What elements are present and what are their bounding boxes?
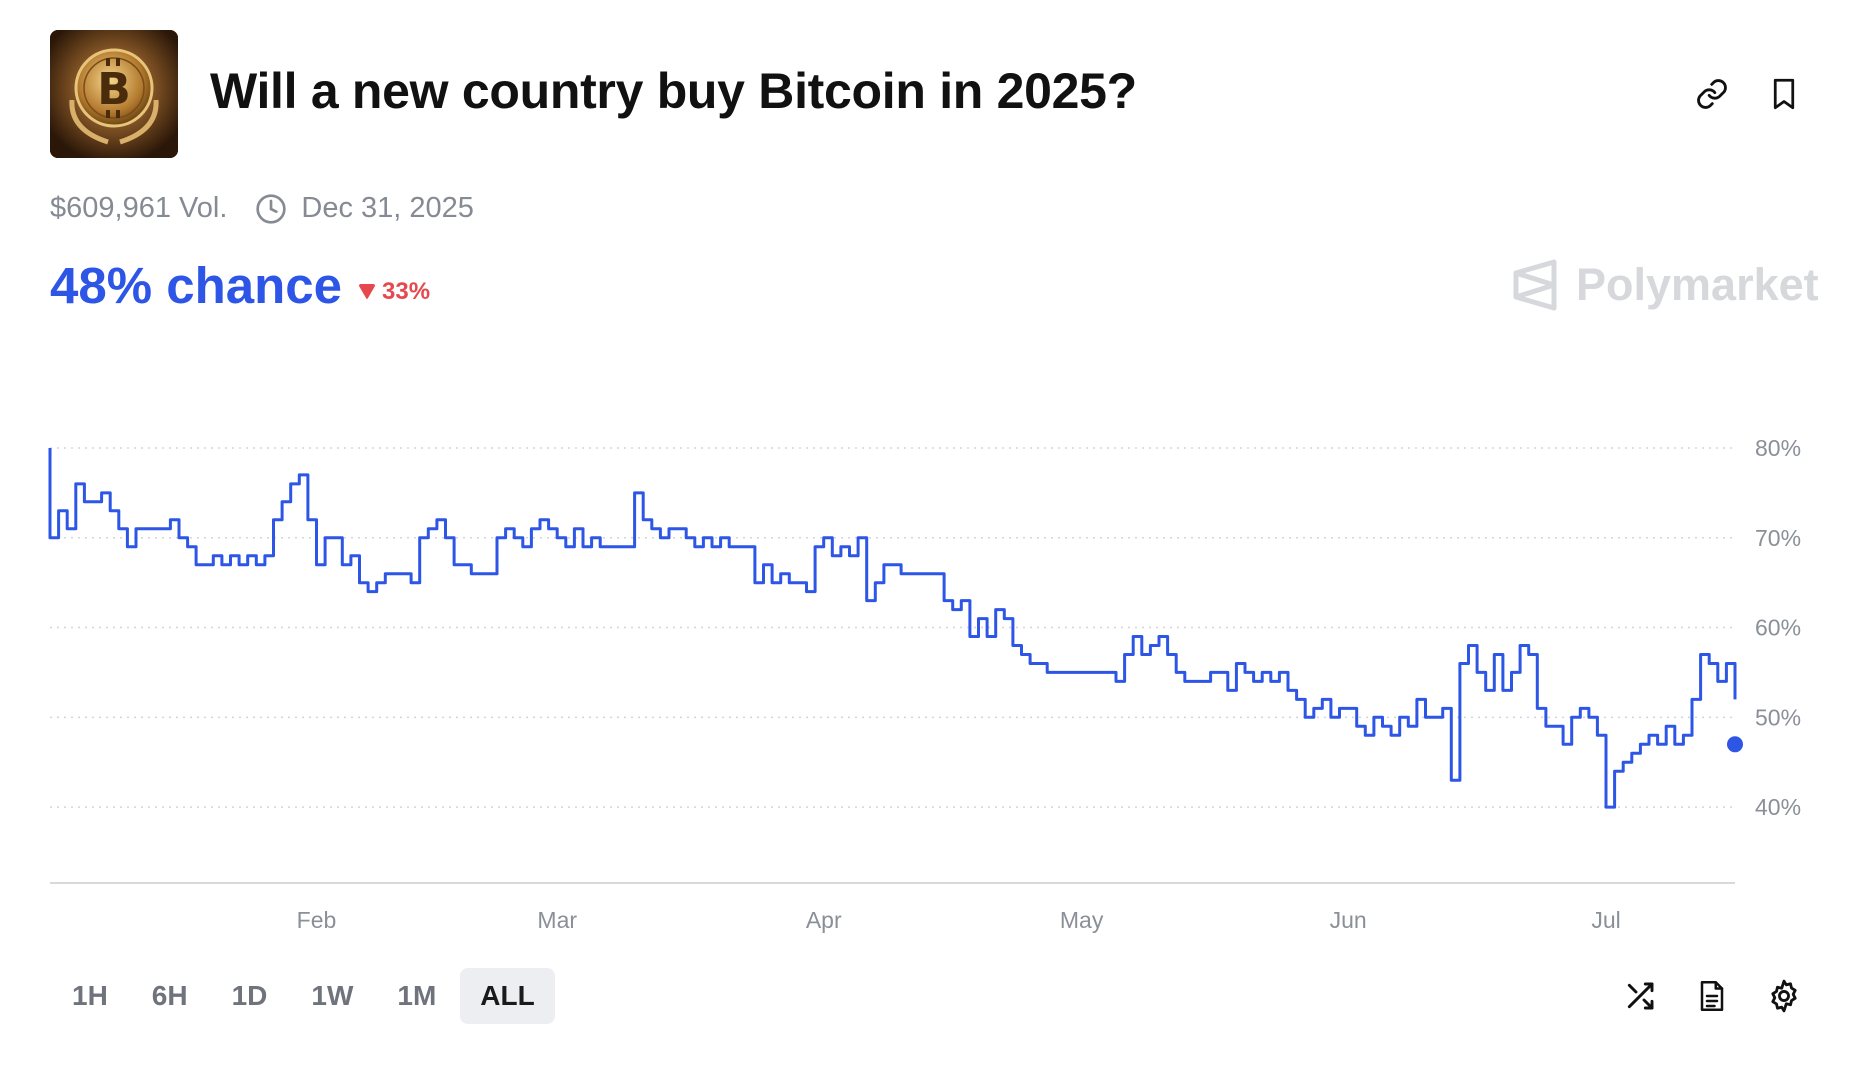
market-meta: $609,961 Vol. Dec 31, 2025 [50,192,474,225]
range-all-button[interactable]: ALL [460,968,555,1024]
change-value: 33% [382,278,431,305]
chance-value: 48% chance [50,257,343,314]
document-icon[interactable] [1692,976,1732,1016]
brand-name: Polymarket [1576,259,1819,310]
volume-text: $609,961 Vol. [50,192,228,224]
price-chart: 80% 70% 60% 50% 40% Feb Mar Apr May Jun Jul [48,435,1801,933]
range-6h-button[interactable]: 6H [151,980,188,1011]
down-triangle-icon [359,284,375,299]
range-1m-button[interactable]: 1M [397,980,437,1011]
range-1w-button[interactable]: 1W [311,980,354,1011]
x-tick-label: May [1060,907,1104,933]
x-axis-labels: Feb Mar Apr May Jun Jul [297,907,1621,933]
y-tick-label: 40% [1755,794,1801,820]
change-indicator: 33% [358,278,430,306]
link-icon[interactable] [1692,74,1732,114]
market-title: Will a new country buy Bitcoin in 2025? [210,63,1137,119]
y-axis-labels: 80% 70% 60% 50% 40% [1755,435,1801,820]
range-1h-button[interactable]: 1H [72,980,108,1011]
x-tick-label: Jul [1591,907,1620,933]
current-value-dot [1727,736,1743,753]
gear-icon[interactable] [1764,976,1804,1016]
end-date: Dec 31, 2025 [301,192,474,224]
series-line [48,448,1737,809]
clock-icon [255,193,287,225]
x-tick-label: Apr [806,907,842,933]
y-tick-label: 50% [1755,704,1801,730]
shuffle-icon[interactable] [1620,976,1660,1016]
polymarket-logo-icon [1513,259,1557,311]
y-tick-label: 70% [1755,525,1801,551]
x-tick-label: Mar [537,907,577,933]
brand-logo: Polymarket [1512,258,1819,312]
x-tick-label: Jun [1330,907,1367,933]
time-range-selector: 1H 6H 1D 1W 1M ALL [52,968,559,1024]
y-tick-label: 80% [1755,435,1801,461]
x-tick-label: Feb [297,907,337,933]
range-1d-button[interactable]: 1D [231,980,268,1011]
svg-text:B: B [97,64,131,115]
market-thumbnail: B [50,30,178,158]
y-tick-label: 60% [1755,615,1801,641]
bookmark-icon[interactable] [1764,74,1804,114]
chart-gridlines [50,447,1735,808]
